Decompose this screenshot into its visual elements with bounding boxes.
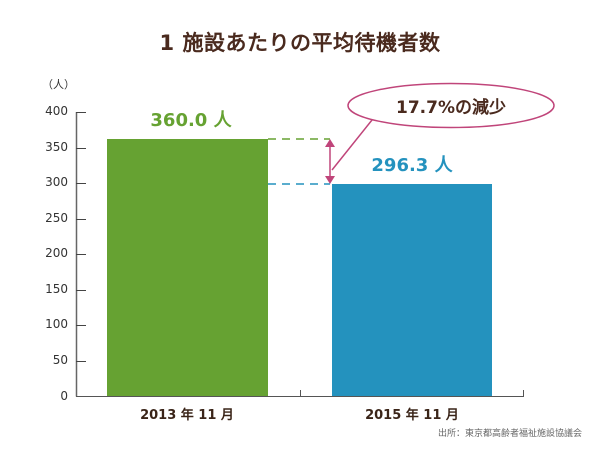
y-tick-150: 150 [45, 282, 68, 296]
y-tick-300: 300 [45, 175, 68, 189]
source-note: 出所：東京都高齢者福祉施設協議会 [437, 429, 582, 439]
y-axis-unit: （人） [42, 78, 75, 91]
y-tick-400: 400 [45, 104, 68, 118]
y-tick-250: 250 [45, 211, 68, 225]
y-tick-350: 350 [45, 140, 68, 154]
difference-arrow-icon [325, 139, 335, 184]
x-label-2013: 2013 年 11 月 [140, 408, 234, 423]
y-tick-50: 50 [52, 353, 68, 367]
callout-text: 17.7%の減少 [396, 98, 506, 118]
y-axis-ticks [76, 112, 86, 362]
bar-2015-value: 296.3 人 [371, 155, 453, 176]
bar-2013 [107, 139, 268, 396]
callout-pointer [331, 119, 373, 171]
x-label-2015: 2015 年 11 月 [365, 408, 459, 423]
chart-title: 1 施設あたりの平均待機者数 [159, 31, 441, 55]
y-tick-200: 200 [45, 246, 68, 260]
y-tick-100: 100 [45, 317, 68, 331]
bar-2015 [332, 184, 492, 396]
bar-2013-value: 360.0 人 [150, 110, 232, 131]
callout-ellipse [347, 82, 555, 129]
y-tick-0: 0 [60, 389, 68, 403]
